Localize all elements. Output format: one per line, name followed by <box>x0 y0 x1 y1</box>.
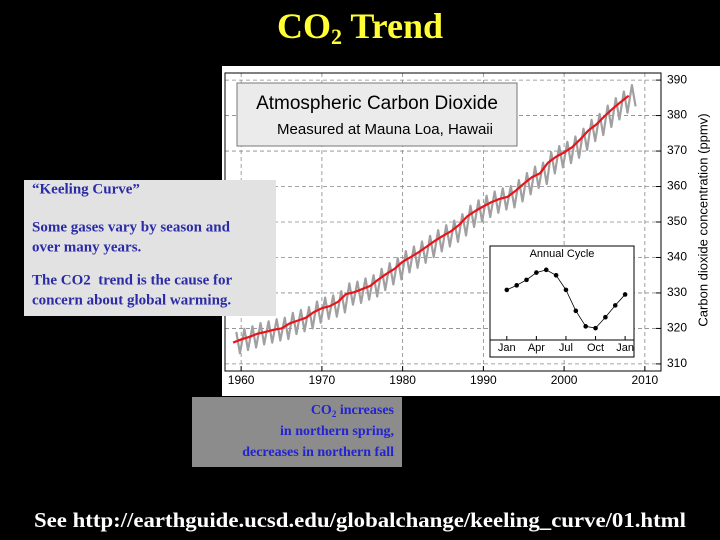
y-tick-label: 360 <box>667 179 687 193</box>
chart-title-box <box>236 82 518 147</box>
caption-background <box>192 397 402 467</box>
inset-point <box>593 325 598 331</box>
caption-main: CO <box>311 403 332 418</box>
x-tick-label: 1970 <box>309 373 336 387</box>
x-tick-label: 1980 <box>389 373 416 387</box>
inset-point <box>553 273 559 278</box>
slide-title: CO2 Trend <box>277 6 443 49</box>
inset-point <box>583 324 588 329</box>
inset-box <box>489 245 635 358</box>
note-line: over many years. <box>32 239 142 255</box>
caption-rest: increases <box>336 403 394 418</box>
inset-point <box>563 287 569 293</box>
inset-x-tick-label: Oct <box>587 342 604 354</box>
inset-point <box>612 303 618 308</box>
note-line: The CO2 trend is the cause for <box>32 272 232 288</box>
title-rest: Trend <box>342 6 443 46</box>
axis-label-background <box>662 66 720 396</box>
inset-point <box>543 267 549 273</box>
x-tick-label: 2010 <box>632 373 659 387</box>
inset-point <box>622 292 628 297</box>
data-line <box>232 94 630 344</box>
note-line: Some gases vary by season and <box>32 219 231 235</box>
caption-box: CO2 increases in northern spring, decrea… <box>192 397 402 467</box>
y-tick-label: 330 <box>667 285 687 299</box>
chart-subtitle: Measured at Mauna Loa, Hawaii <box>277 121 493 138</box>
chart: 310 320 330 340 350 360 370 380 390 1960 1970 1980 1… <box>222 66 720 396</box>
y-tick-label: 320 <box>667 321 687 335</box>
title-main: CO <box>277 6 331 46</box>
y-tick-label: 390 <box>667 72 687 86</box>
caption-subscript: 2 <box>332 409 337 419</box>
inset-point <box>534 270 539 275</box>
note-heading: “Keeling Curve” <box>32 181 140 197</box>
note-box: “Keeling Curve” Some gases vary by seaso… <box>24 180 276 316</box>
footer: See http://earthguide.ucsd.edu/globalcha… <box>34 508 686 532</box>
y-tick-label: 350 <box>667 214 687 228</box>
chart-title: Atmospheric Carbon Dioxide <box>256 93 498 114</box>
inset-x-tick-label: Apr <box>528 342 545 354</box>
y-tick-label: 370 <box>667 143 687 157</box>
note-line: concern about global warming. <box>32 292 231 308</box>
x-tick-label: 1990 <box>470 373 497 387</box>
data-line <box>235 83 637 355</box>
inset-point <box>573 308 579 314</box>
caption-line: CO2 increases <box>311 403 395 419</box>
caption-line: decreases in northern fall <box>242 445 394 460</box>
x-tick-label: 1960 <box>228 373 255 387</box>
inset-x-tick-label: Jan <box>616 342 634 354</box>
y-tick-label: 340 <box>667 250 687 264</box>
y-tick-label: 310 <box>667 356 687 370</box>
inset-point <box>603 314 608 320</box>
inset-title: Annual Cycle <box>530 248 595 260</box>
inset-x-tick-label: Jan <box>498 342 516 354</box>
note-background <box>24 180 276 316</box>
caption-line: in northern spring, <box>280 424 394 439</box>
inset-point <box>514 283 519 288</box>
title-subscript: 2 <box>331 24 342 49</box>
y-tick-label: 380 <box>667 108 687 122</box>
x-tick-label: 2000 <box>551 373 578 387</box>
inset-point <box>524 277 529 283</box>
inset-point <box>504 287 510 293</box>
inset-x-tick-label: Jul <box>559 342 573 354</box>
y-axis-label: Carbon dioxide concentration (ppmv) <box>695 113 710 326</box>
